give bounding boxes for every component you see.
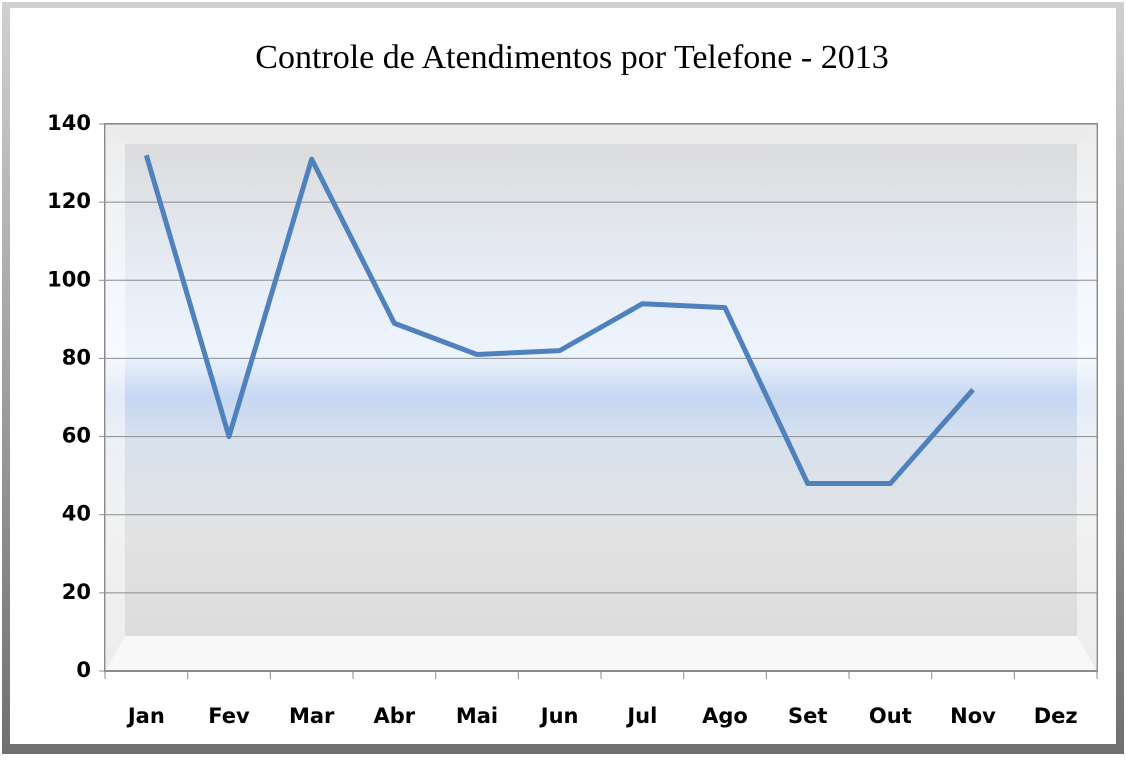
bevel xyxy=(105,124,1097,144)
data-line xyxy=(143,154,975,486)
x-tick-label: Dez xyxy=(1034,704,1078,728)
y-tick-label: 140 xyxy=(47,111,91,135)
bevel xyxy=(105,124,125,671)
x-tick-label: Abr xyxy=(374,704,416,728)
x-tick-label: Nov xyxy=(950,704,996,728)
chart-title: Controle de Atendimentos por Telefone - … xyxy=(255,39,888,76)
x-tick-label: Out xyxy=(869,704,912,728)
x-tick-label: Jan xyxy=(126,704,165,728)
x-tick-label: Jul xyxy=(625,704,657,728)
y-tick-label: 20 xyxy=(62,580,91,604)
y-tick-label: 60 xyxy=(62,424,91,448)
y-tick-label: 40 xyxy=(62,502,91,526)
x-tick-label: Mai xyxy=(456,704,498,728)
x-tick-label: Fev xyxy=(208,704,250,728)
y-tick-label: 100 xyxy=(47,267,91,291)
y-tick-label: 80 xyxy=(62,345,91,369)
x-tick-label: Set xyxy=(788,704,827,728)
x-tick-label: Mar xyxy=(289,704,335,728)
x-tick-label: Ago xyxy=(702,704,748,728)
bevel xyxy=(105,636,1097,671)
y-tick-label: 0 xyxy=(76,658,91,682)
x-tick-label: Jun xyxy=(539,704,579,728)
bevel xyxy=(1077,124,1097,671)
plot-area xyxy=(104,123,1098,672)
y-tick-label: 120 xyxy=(47,189,91,213)
